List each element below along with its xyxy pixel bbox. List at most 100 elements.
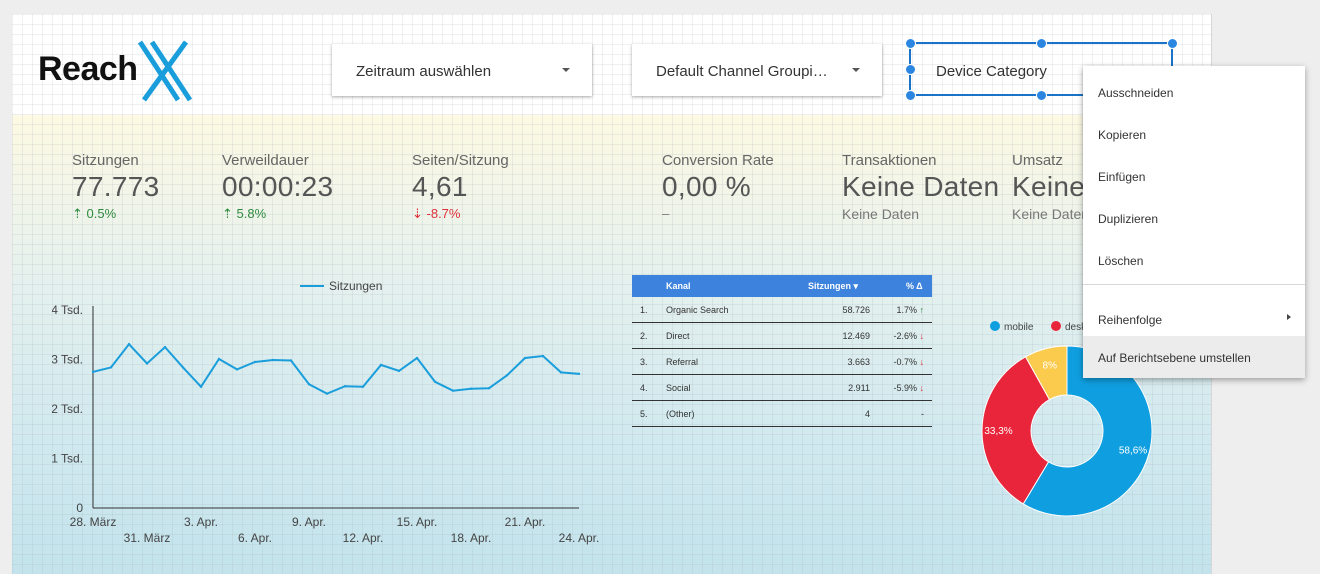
menu-item-kopieren[interactable]: Kopieren	[1098, 128, 1147, 142]
menu-item-einfuegen[interactable]: Einfügen	[1098, 170, 1146, 184]
data-point[interactable]	[307, 383, 311, 386]
x-tick-label: 12. Apr.	[343, 531, 384, 545]
row-index: 1.	[640, 305, 648, 315]
y-tick-label: 4 Tsd.	[52, 303, 83, 317]
menu-item-ausschneiden[interactable]: Ausschneiden	[1098, 86, 1174, 100]
data-point[interactable]	[271, 358, 275, 362]
data-point[interactable]	[433, 380, 437, 383]
table-row[interactable]: 3. Referral 3.663 -0.7% ↓	[632, 349, 932, 375]
data-point[interactable]	[145, 362, 149, 365]
data-point[interactable]	[181, 366, 185, 369]
data-point[interactable]	[253, 360, 257, 364]
arrow-down-icon: ⇣	[412, 206, 427, 221]
resize-handle[interactable]	[1036, 38, 1047, 49]
col-kanal[interactable]: Kanal	[666, 281, 691, 291]
data-point[interactable]	[415, 356, 419, 360]
submenu-arrow-icon	[1287, 314, 1291, 320]
resize-handle[interactable]	[905, 38, 916, 49]
pie-slice[interactable]	[1024, 345, 1068, 401]
menu-divider	[1083, 284, 1305, 285]
data-point[interactable]	[109, 366, 113, 369]
y-tick-label: 0	[76, 501, 83, 515]
kpi-seiten-sitzung[interactable]: Seiten/Sitzung 4,61 ⇣ -8.7%	[412, 152, 509, 222]
data-point[interactable]	[505, 374, 509, 377]
kpi-sitzungen[interactable]: Sitzungen 77.773 ⇡ 0.5%	[72, 152, 159, 222]
table-header: Kanal Sitzungen ▾ % Δ	[632, 275, 932, 297]
resize-handle[interactable]	[1036, 90, 1047, 101]
row-delta: -0.7% ↓	[893, 357, 924, 367]
kpi-label: Umsatz	[1012, 152, 1063, 169]
data-point[interactable]	[163, 345, 167, 349]
row-delta: -	[921, 409, 924, 419]
device-category-dropdown[interactable]: Device Category	[912, 44, 1172, 96]
col-delta[interactable]: % Δ	[906, 281, 923, 291]
row-delta: -5.9% ↓	[893, 383, 924, 393]
x-tick-label: 21. Apr.	[505, 515, 546, 529]
kpi-label: Transaktionen	[842, 152, 937, 169]
row-index: 4.	[640, 383, 648, 393]
x-tick-label: 15. Apr.	[397, 515, 438, 529]
kpi-label: Seiten/Sitzung	[412, 152, 509, 169]
resize-handle[interactable]	[905, 90, 916, 101]
kpi-verweildauer[interactable]: Verweildauer 00:00:23 ⇡ 5.8%	[222, 152, 333, 222]
data-point[interactable]	[541, 354, 545, 358]
slice-label: 58,6%	[1119, 445, 1147, 456]
menu-item-loeschen[interactable]: Löschen	[1098, 254, 1144, 268]
data-point[interactable]	[361, 385, 365, 388]
legend-label-desktop: desktop	[1065, 322, 1100, 333]
kpi-transaktionen[interactable]: Transaktionen Keine Daten Keine Daten	[842, 152, 999, 222]
arrow-down-icon: ↓	[916, 331, 924, 341]
data-point[interactable]	[379, 363, 383, 367]
device-donut-chart[interactable]: mobile desktop 58,6% 33,3% 8%	[962, 304, 1162, 534]
table-row[interactable]: 1. Organic Search 58.726 1.7% ↑	[632, 297, 932, 323]
kpi-umsatz[interactable]: Umsatz Keine Keine Daten	[1012, 152, 1089, 222]
data-point[interactable]	[325, 392, 329, 395]
data-point[interactable]	[523, 356, 527, 360]
kpi-label: Sitzungen	[72, 152, 139, 169]
y-tick-label: 1 Tsd.	[52, 452, 83, 466]
resize-handle[interactable]	[905, 64, 916, 75]
pie-slice[interactable]	[1022, 345, 1153, 517]
date-range-dropdown[interactable]: Zeitraum auswählen	[332, 44, 592, 96]
x-tick-label: 3. Apr.	[184, 515, 218, 529]
data-point[interactable]	[127, 342, 131, 346]
row-kanal: (Other)	[666, 409, 695, 419]
kpi-delta: Keine Daten	[1012, 206, 1090, 222]
legend-dot-mobile	[990, 321, 1000, 331]
menu-item-reihenfolge[interactable]: Reihenfolge	[1083, 298, 1305, 334]
resize-handle[interactable]	[1167, 38, 1178, 49]
sessions-line-chart[interactable]: Sitzungen 0 1 Tsd. 2 Tsd. 3 Tsd. 4 Tsd. 28. Mä…	[52, 264, 612, 554]
kpi-conversion-rate[interactable]: Conversion Rate 0,00 % –	[662, 152, 774, 221]
menu-item-duplizieren[interactable]: Duplizieren	[1098, 212, 1159, 226]
data-point[interactable]	[577, 372, 581, 376]
arrow-down-icon: ↓	[916, 383, 924, 393]
menu-item-berichtsebene[interactable]: Auf Berichtsebene umstellen	[1083, 336, 1305, 378]
data-point[interactable]	[469, 387, 473, 390]
data-point[interactable]	[559, 371, 563, 374]
kpi-label: Verweildauer	[222, 152, 309, 169]
table-row[interactable]: 2. Direct 12.469 -2.6% ↓	[632, 323, 932, 349]
series-line-sitzungen[interactable]	[92, 342, 580, 395]
col-sitzungen[interactable]: Sitzungen ▾	[808, 281, 859, 291]
table-row[interactable]: 5. (Other) 4 -	[632, 401, 932, 427]
table-row[interactable]: 4. Social 2.911 -5.9% ↓	[632, 375, 932, 401]
kpi-value: 0,00 %	[662, 171, 751, 202]
data-point[interactable]	[289, 359, 293, 362]
data-point[interactable]	[91, 370, 95, 374]
kpi-delta: –	[662, 206, 670, 221]
data-point[interactable]	[487, 387, 491, 390]
data-point[interactable]	[217, 357, 221, 361]
pie-slice[interactable]	[981, 356, 1051, 505]
channel-table[interactable]: Kanal Sitzungen ▾ % Δ 1. Organic Search 58…	[632, 275, 932, 427]
data-point[interactable]	[397, 369, 401, 373]
kpi-label: Conversion Rate	[662, 152, 774, 169]
dropdown-arrow-icon	[562, 68, 570, 72]
data-point[interactable]	[451, 389, 455, 392]
data-point[interactable]	[199, 385, 203, 388]
channel-grouping-label: Default Channel Groupi…	[656, 63, 828, 80]
date-range-label: Zeitraum auswählen	[356, 63, 492, 80]
data-point[interactable]	[235, 368, 239, 371]
kpi-delta: Keine Daten	[842, 206, 920, 222]
channel-grouping-dropdown[interactable]: Default Channel Groupi…	[632, 44, 882, 96]
data-point[interactable]	[343, 385, 347, 388]
